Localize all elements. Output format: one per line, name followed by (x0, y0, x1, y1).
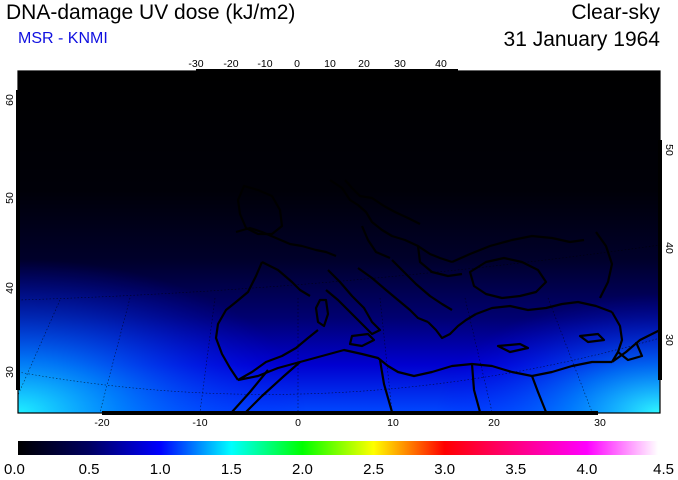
top-lon-label: -20 (223, 58, 238, 70)
colorbar-label: 2.5 (363, 461, 384, 478)
top-lon-label: -10 (257, 58, 272, 70)
source-label: MSR - KNMI (18, 30, 108, 47)
colorbar-label: 1.5 (221, 461, 242, 478)
colorbar (18, 441, 658, 455)
right-latitude-labels: 50 40 30 (663, 144, 675, 346)
left-latitude-labels: 60 50 40 30 (4, 94, 16, 378)
colorbar-label: 3.0 (434, 461, 455, 478)
colorbar-label: 0.5 (79, 461, 100, 478)
bottom-lon-label: 0 (295, 417, 301, 429)
bottom-lon-label: -10 (192, 417, 207, 429)
right-lat-label: 50 (663, 144, 675, 156)
colorbar-label: 4.0 (576, 461, 597, 478)
colorbar-label: 0.0 (4, 461, 25, 478)
right-lat-label: 40 (663, 242, 675, 254)
left-lat-label: 50 (4, 192, 16, 204)
bottom-lon-label: -20 (94, 417, 109, 429)
date-label: 31 January 1964 (503, 28, 660, 51)
left-lat-label: 30 (4, 366, 16, 378)
bottom-lon-label: 10 (387, 417, 399, 429)
top-lon-label: 40 (435, 58, 447, 70)
coastlines (214, 179, 660, 413)
top-longitude-labels: -30 -20 -10 0 10 20 30 40 (188, 58, 447, 70)
bottom-lon-label: 30 (594, 417, 606, 429)
top-lon-label: 0 (294, 58, 300, 70)
top-lon-label: 20 (358, 58, 370, 70)
bottom-longitude-labels: -20 -10 0 10 20 30 (94, 417, 606, 429)
uv-field (18, 71, 660, 413)
top-lon-label: 10 (324, 58, 336, 70)
top-lon-label: 30 (394, 58, 406, 70)
top-lon-label: -30 (188, 58, 203, 70)
colorbar-label: 4.5 (653, 461, 674, 478)
colorbar-label: 2.0 (292, 461, 313, 478)
colorbar-label: 1.0 (150, 461, 171, 478)
right-lat-label: 30 (663, 334, 675, 346)
sky-condition-label: Clear-sky (571, 1, 660, 24)
left-lat-label: 60 (4, 94, 16, 106)
left-lat-label: 40 (4, 282, 16, 294)
colorbar-labels: 0.0 0.5 1.0 1.5 2.0 2.5 3.0 3.5 4.0 4.5 (4, 461, 674, 478)
bottom-lon-label: 20 (488, 417, 500, 429)
colorbar-label: 3.5 (505, 461, 526, 478)
map-title: DNA-damage UV dose (kJ/m2) (6, 1, 296, 24)
